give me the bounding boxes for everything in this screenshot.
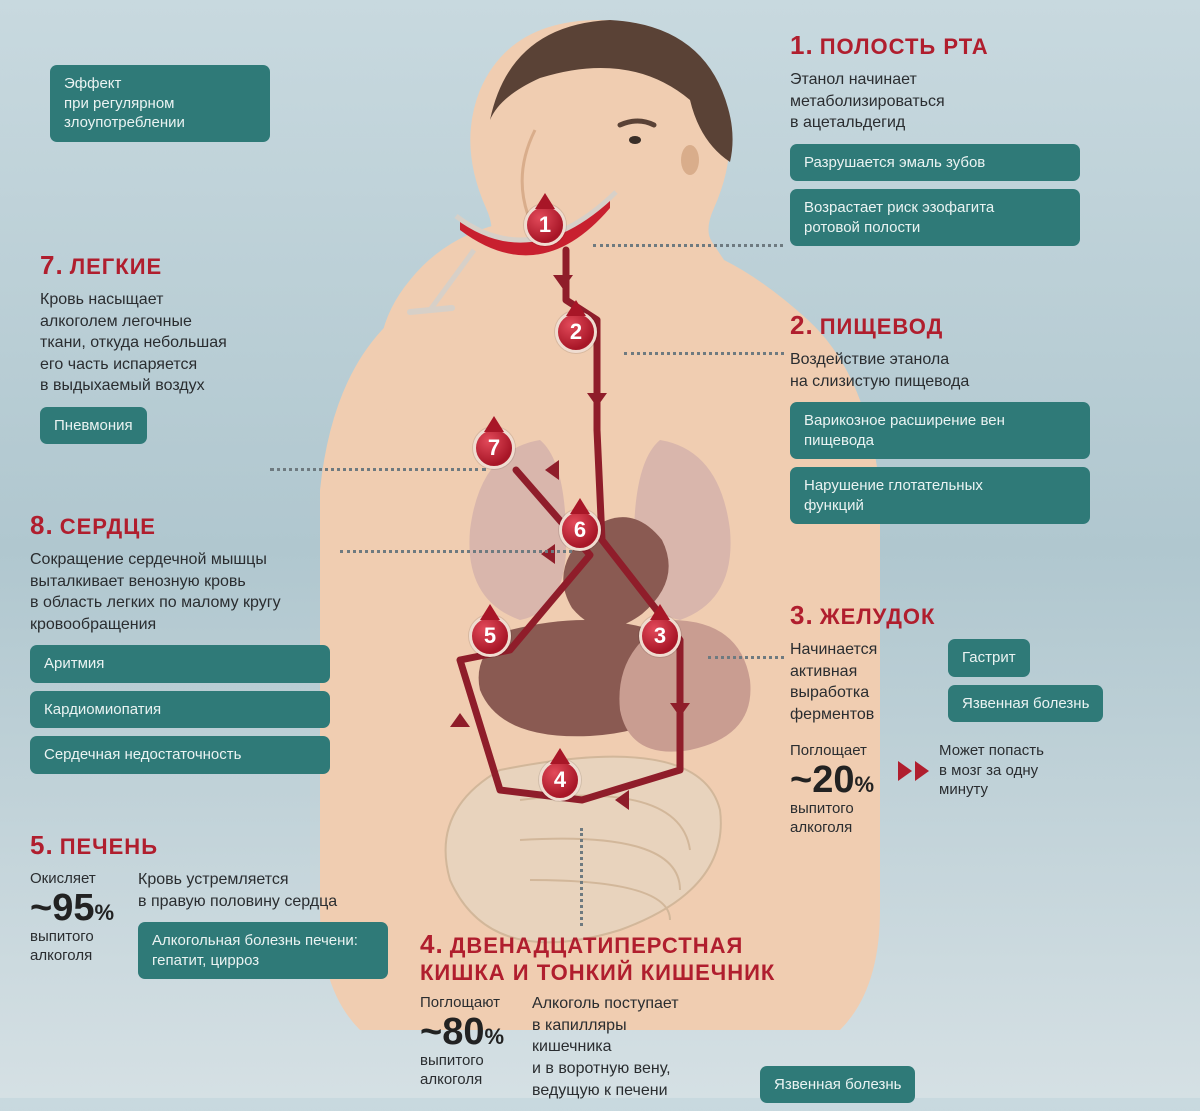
chip: Алкогольная болезнь печени:гепатит, цирр… — [138, 922, 388, 979]
section-3: 3.ЖЕЛУДОК Начинаетсяактивнаявыработкафер… — [790, 600, 1190, 838]
chip: Кардиомиопатия — [30, 691, 330, 729]
chip: Возрастает риск эзофагитаротовой полости — [790, 189, 1080, 246]
chip: Пневмония — [40, 407, 147, 445]
chip: Разрушается эмаль зубов — [790, 144, 1080, 182]
section-4: 4.ДВЕНАДЦАТИПЕРСТНАЯКИШКА И ТОНКИЙ КИШЕЧ… — [420, 930, 1180, 1111]
marker-5: 5 — [469, 615, 511, 657]
section-2: 2.ПИЩЕВОД Воздействие этанолана слизисту… — [790, 310, 1150, 532]
marker-1: 1 — [524, 204, 566, 246]
chip: Нарушение глотательныхфункций — [790, 467, 1090, 524]
section-1-desc: Этанол начинаетметаболизироватьсяв ацета… — [790, 69, 1150, 134]
section-8: 8.СЕРДЦЕ Сокращение сердечной мышцывытал… — [30, 510, 370, 782]
chip: Язвенная болезнь — [948, 685, 1103, 723]
section-7: 7.ЛЕГКИЕ Кровь насыщаеталкоголем легочны… — [40, 250, 340, 452]
marker-2: 2 — [555, 311, 597, 353]
marker-6: 6 — [559, 509, 601, 551]
marker-3: 3 — [639, 615, 681, 657]
marker-4: 4 — [539, 759, 581, 801]
chip: Сердечная недостаточность — [30, 736, 330, 774]
chip: Гастрит — [948, 639, 1030, 677]
section-5: 5.ПЕЧЕНЬ Окисляет ~95% выпитогоалкоголя … — [30, 830, 410, 987]
marker-7: 7 — [473, 427, 515, 469]
chip: Аритмия — [30, 645, 330, 683]
chip: Варикозное расширение венпищевода — [790, 402, 1090, 459]
arrow-icon — [898, 761, 929, 781]
section-1: 1.ПОЛОСТЬ РТА Этанол начинаетметаболизир… — [790, 30, 1150, 254]
intro-box: Эффектпри регулярномзлоупотреблении — [50, 65, 270, 142]
